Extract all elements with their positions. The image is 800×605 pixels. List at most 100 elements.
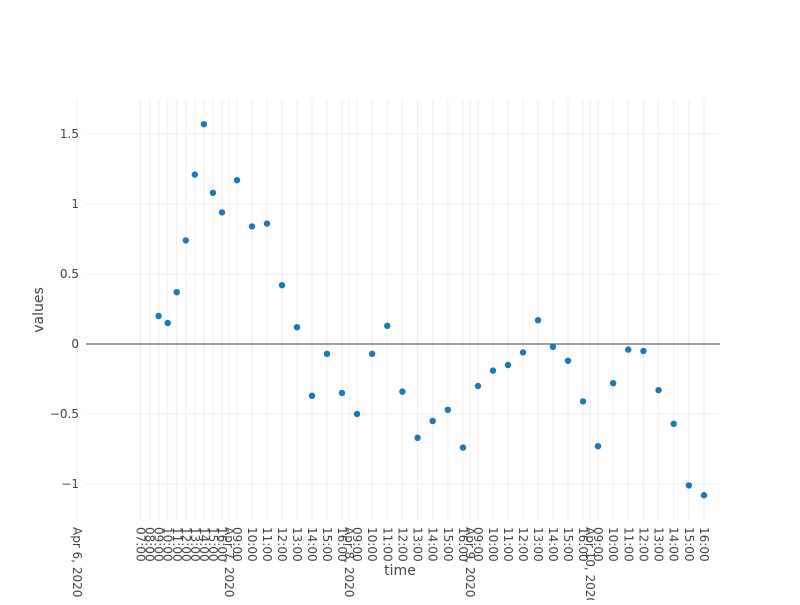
data-point (278, 282, 286, 289)
x-tick-label: Apr 7, 2020 (222, 527, 236, 597)
x-tick-label: 10:00 (161, 527, 175, 562)
data-point (353, 410, 361, 418)
data-point (173, 289, 180, 296)
x-tick-label: 10:00 (245, 527, 259, 562)
x-tick-label: 15:00 (320, 527, 334, 562)
data-point (191, 171, 199, 178)
x-tick-label: 10:00 (486, 527, 500, 562)
data-point (368, 350, 376, 357)
x-tick-label: 13:00 (290, 527, 304, 562)
x-tick-label: 14:00 (546, 527, 560, 562)
data-point (519, 349, 527, 356)
y-tick-label: −1 (61, 477, 79, 491)
x-tick-label: 14:00 (426, 527, 440, 562)
x-tick-label: 11:00 (501, 527, 515, 562)
data-point (700, 492, 708, 499)
data-point (429, 417, 436, 425)
x-tick-label: 15:00 (682, 527, 696, 562)
x-tick-label: 09:00 (471, 527, 485, 562)
y-axis-title: values (31, 287, 47, 333)
data-point (444, 406, 452, 413)
x-tick-label: 10:00 (365, 527, 379, 562)
x-tick-label: Apr 8, 2020 (342, 527, 356, 597)
x-tick-label: Apr 6, 2020 (70, 527, 84, 597)
x-tick-label: 13:00 (531, 527, 545, 562)
data-point (594, 443, 602, 450)
data-point (399, 388, 406, 395)
x-tick-label: 09:00 (350, 527, 364, 562)
data-point (489, 367, 497, 374)
x-tick-label: 08:00 (143, 527, 157, 562)
x-tick-label: 13:00 (652, 527, 666, 562)
x-axis-ticks: Apr 6, 2020 07:0008:0009:0010:0011:0012:0… (70, 527, 711, 605)
x-tick-label: 07:00 (134, 527, 148, 562)
data-point (655, 387, 662, 394)
x-tick-label: 15:00 (441, 527, 455, 562)
data-point (685, 482, 693, 489)
x-tick-label: 16:00 (697, 527, 711, 562)
x-tick-label: 16:00 (576, 527, 590, 562)
x-tick-label: 16:00 (335, 527, 349, 562)
x-tick-label: 14:00 (305, 527, 319, 562)
data-point (248, 223, 256, 230)
data-point (474, 382, 482, 390)
data-point (670, 420, 677, 427)
data-point (504, 361, 512, 369)
y-tick-label: 1 (71, 197, 79, 211)
data-point (549, 343, 557, 350)
x-tick-label: 14:00 (667, 527, 681, 562)
data-point (293, 324, 301, 331)
x-tick-label: 11:00 (170, 527, 184, 562)
x-tick-label: 14:00 (197, 527, 211, 562)
data-point (233, 177, 241, 184)
data-point (155, 312, 162, 320)
x-tick-label: 13:00 (411, 527, 425, 562)
x-tick-label: 15:00 (206, 527, 220, 562)
data-point (182, 237, 189, 244)
x-tick-label: 12:00 (516, 527, 530, 562)
data-point (263, 220, 271, 227)
y-tick-label: −0.5 (50, 407, 79, 421)
x-tick-label: 11:00 (260, 527, 274, 562)
data-points (155, 121, 708, 499)
data-point (625, 346, 632, 353)
x-tick-label: 12:00 (179, 527, 193, 562)
x-tick-label: 12:00 (275, 527, 289, 562)
data-point (640, 347, 647, 355)
data-point (308, 392, 316, 399)
x-tick-label: 16:00 (215, 527, 229, 562)
data-point (200, 121, 208, 128)
data-point (579, 398, 587, 405)
x-tick-label: Apr 9, 2020 (463, 527, 477, 597)
x-tick-label: Apr 10, 2020 (583, 527, 597, 600)
x-tick-label: 13:00 (188, 527, 202, 562)
data-point (564, 357, 572, 364)
y-tick-label: 0 (71, 337, 79, 351)
grid-layer (76, 100, 720, 520)
data-point (209, 189, 217, 196)
data-point (338, 389, 346, 397)
data-point (164, 319, 171, 327)
x-tick-label: 12:00 (395, 527, 409, 562)
data-point (323, 350, 331, 357)
x-tick-label: 09:00 (152, 527, 166, 562)
x-tick-label: 15:00 (561, 527, 575, 562)
data-point (414, 434, 421, 441)
data-point (218, 209, 226, 216)
x-tick-label: 09:00 (230, 527, 244, 562)
x-axis-title: time (384, 563, 416, 579)
x-tick-label: 12:00 (636, 527, 650, 562)
y-tick-label: 0.5 (60, 267, 79, 281)
x-tick-label: 11:00 (380, 527, 394, 562)
y-tick-label: 1.5 (60, 127, 79, 141)
data-point (459, 444, 467, 451)
y-axis-ticks: 1.5 1 0.5 0 −0.5 −1 (50, 127, 79, 491)
x-tick-label: 11:00 (621, 527, 635, 562)
data-point (384, 322, 391, 329)
x-tick-label: 10:00 (606, 527, 620, 562)
x-tick-label: 09:00 (591, 527, 605, 562)
data-point (534, 317, 542, 324)
data-point (609, 380, 617, 387)
